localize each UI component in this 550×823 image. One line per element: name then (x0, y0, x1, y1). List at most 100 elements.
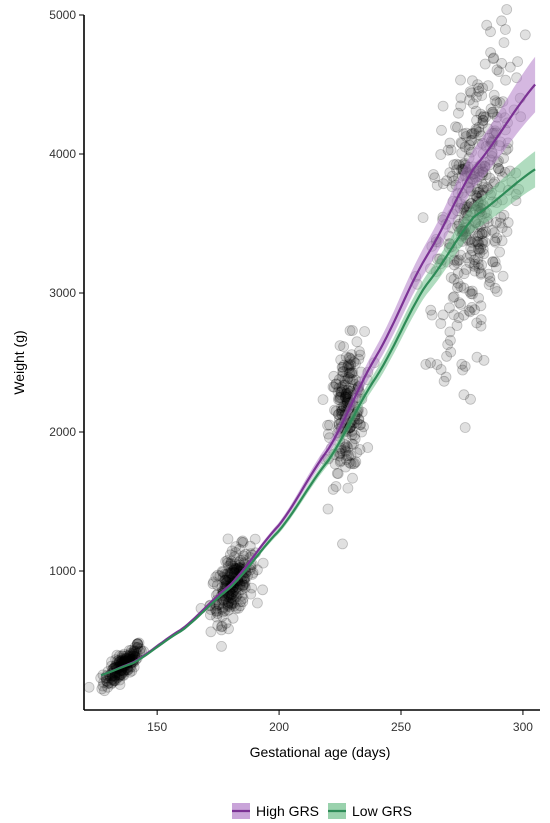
scatter-point (358, 421, 369, 433)
scatter-point (116, 650, 128, 662)
scatter-point (346, 349, 358, 361)
scatter-point (435, 318, 447, 329)
scatter-point (339, 375, 351, 387)
scatter-point (225, 592, 237, 604)
scatter-point (452, 267, 464, 279)
scatter-point (451, 257, 463, 269)
scatter-point (425, 304, 437, 316)
scatter-point (351, 447, 363, 459)
scatter-point (322, 428, 334, 440)
scatter-point (96, 683, 108, 695)
scatter-point (448, 309, 460, 321)
scatter-point (330, 378, 342, 390)
scatter-point (113, 671, 125, 683)
scatter-point (234, 543, 245, 555)
scatter-point (435, 364, 447, 375)
scatter-point (475, 268, 487, 280)
scatter-point (114, 656, 125, 667)
scatter-point (332, 468, 344, 480)
scatter-point (455, 298, 467, 310)
scatter-point (227, 560, 239, 572)
scatter-point (336, 384, 348, 395)
scatter-point (339, 391, 351, 403)
scatter-point (338, 379, 350, 391)
scatter-point (226, 588, 238, 600)
scatter-point (347, 472, 358, 484)
scatter-point (500, 74, 512, 86)
scatter-point (125, 647, 137, 659)
scatter-point (498, 152, 510, 164)
scatter-point (116, 652, 128, 664)
scatter-point (220, 593, 232, 605)
scatter-point (235, 596, 247, 608)
scatter-point (340, 390, 352, 402)
scatter-point (436, 124, 447, 136)
scatter-point (339, 372, 351, 384)
scatter-point (345, 449, 357, 461)
scatter-point (437, 100, 449, 112)
scatter-point (347, 374, 359, 386)
scatter-point (485, 47, 497, 58)
scatter-point (222, 596, 234, 608)
scatter-point (469, 254, 480, 266)
scatter-point (356, 426, 368, 438)
scatter-point (458, 268, 470, 280)
scatter-point (459, 422, 471, 433)
scatter-point (225, 595, 236, 606)
scatter-point (349, 433, 361, 445)
scatter-point (240, 548, 252, 560)
scatter-point (344, 359, 356, 371)
scatter-point (232, 588, 244, 599)
scatter-point (437, 178, 449, 190)
scatter-point (435, 149, 447, 160)
scatter-point (133, 637, 145, 649)
scatter-point (225, 598, 237, 610)
scatter-point (225, 559, 237, 570)
scatter-point (480, 111, 491, 123)
scatter-point (114, 670, 125, 681)
scatter-point (349, 429, 361, 441)
scatter-point (211, 579, 223, 591)
scatter-point (445, 346, 457, 358)
scatter-point (322, 419, 334, 431)
scatter-point (109, 675, 121, 687)
scatter-point (111, 672, 123, 684)
scatter-point (340, 392, 352, 403)
y-tick-label: 5000 (49, 8, 76, 22)
scatter-point (479, 58, 491, 70)
scatter-point (216, 566, 228, 577)
scatter-point (103, 677, 115, 689)
scatter-point (330, 481, 342, 492)
scatter-point (472, 252, 484, 264)
scatter-point (353, 346, 365, 357)
scatter-point (463, 139, 475, 151)
scatter-point (458, 309, 470, 321)
scatter-point (451, 255, 463, 267)
scatter-point (237, 537, 249, 548)
scatter-point (208, 576, 220, 588)
scatter-point (100, 675, 112, 687)
scatter-point (222, 604, 234, 616)
scatter-point (338, 384, 350, 396)
scatter-point (217, 566, 229, 578)
scatter-point (228, 562, 240, 574)
scatter-point (475, 300, 487, 312)
scatter-point (129, 641, 141, 653)
scatter-point (452, 277, 464, 289)
scatter-point (445, 144, 457, 156)
scatter-point (476, 238, 488, 249)
scatter-point (451, 320, 463, 331)
x-tick-label: 300 (513, 720, 533, 734)
scatter-point (225, 588, 237, 600)
scatter-point (504, 61, 516, 73)
scatter-point (519, 29, 531, 41)
scatter-point (226, 598, 238, 610)
scatter-point (443, 302, 455, 314)
scatter-point (455, 249, 467, 261)
scatter-point (237, 554, 249, 566)
scatter-point (228, 566, 240, 578)
scatter-point (229, 551, 241, 563)
scatter-point (221, 569, 233, 580)
scatter-point (238, 575, 250, 587)
scatter-point (235, 555, 246, 566)
